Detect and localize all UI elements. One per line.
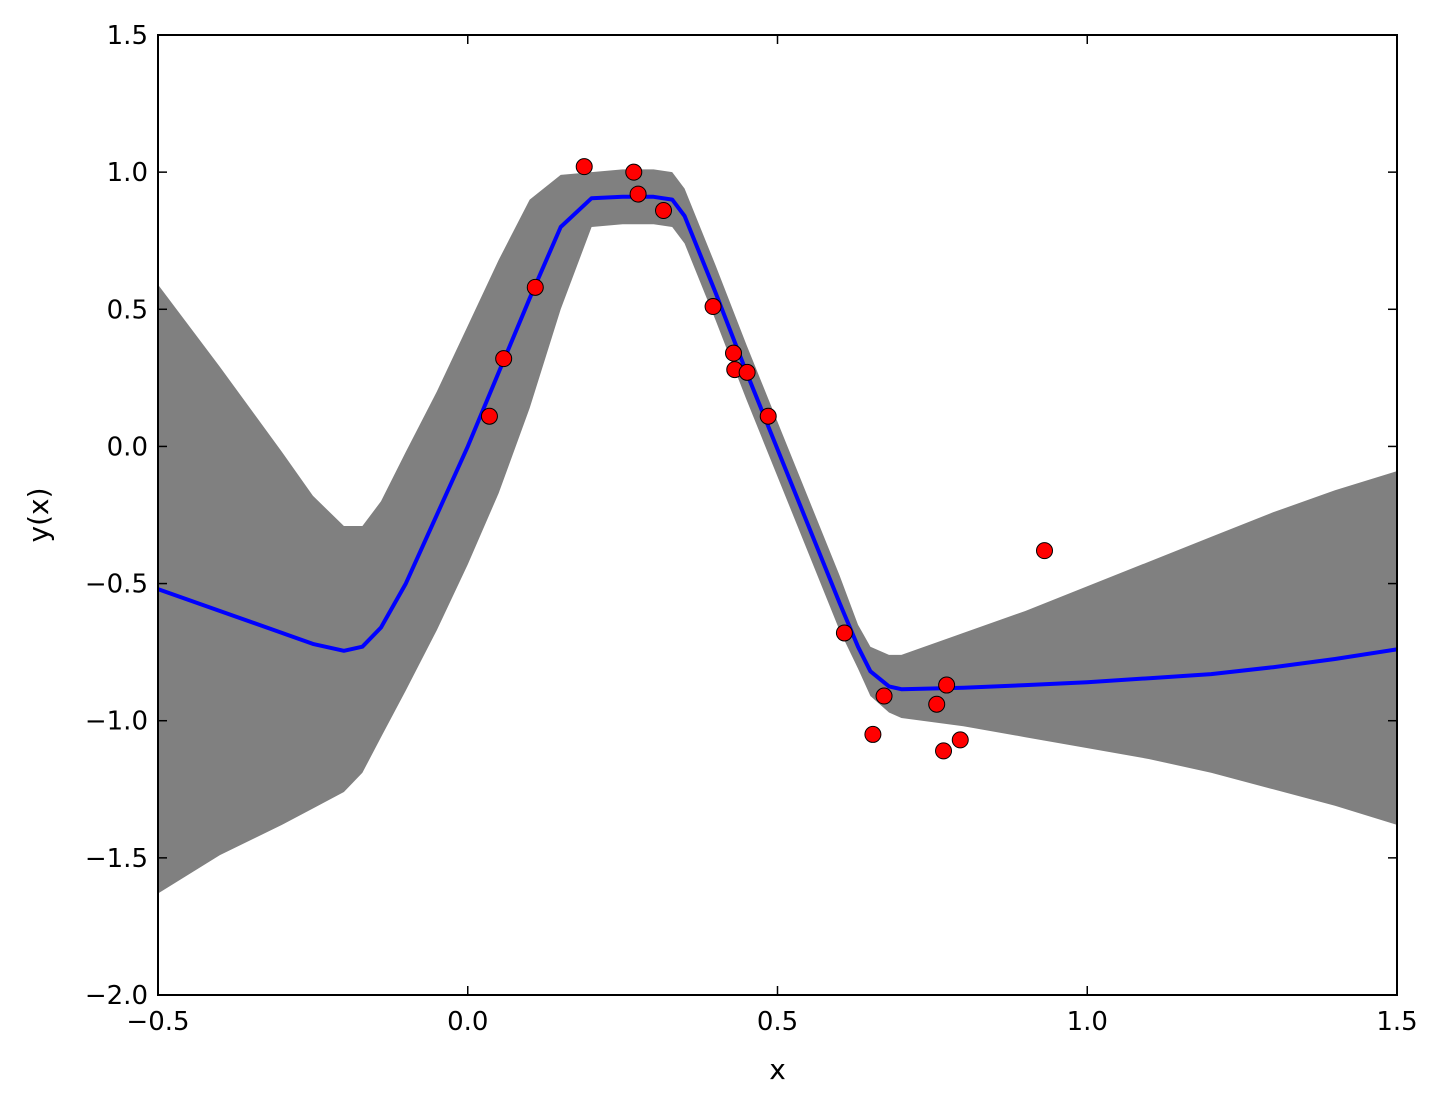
x-tick-label: −0.5: [126, 1007, 189, 1037]
x-tick-label: 0.5: [757, 1007, 798, 1037]
data-point: [629, 185, 647, 203]
data-point: [1036, 542, 1054, 560]
data-point: [575, 158, 593, 176]
ticks-layer: −0.5 0.0 0.5 1.0 1.5 −2.0 −1.5 −1.0 −0.5 0.0 0.5 1.…: [85, 21, 1418, 1037]
data-point: [928, 695, 946, 713]
x-tick-label: 1.0: [1067, 1007, 1108, 1037]
y-tick-label: 0.0: [107, 432, 148, 462]
data-point: [704, 298, 722, 316]
data-point: [480, 407, 498, 425]
data-point: [759, 407, 777, 425]
data-point: [495, 350, 513, 368]
data-point: [935, 742, 953, 760]
mean-line-layer: [158, 194, 1397, 692]
data-point: [738, 363, 756, 381]
x-tick-label: 1.5: [1376, 1007, 1417, 1037]
mean-line: [158, 194, 1397, 692]
data-point: [725, 344, 743, 362]
y-tick-label: 1.5: [107, 21, 148, 51]
y-tick-label: 1.0: [107, 158, 148, 188]
y-tick-label: −1.0: [85, 707, 148, 737]
data-point: [875, 687, 893, 705]
confidence-band-layer: [158, 169, 1397, 894]
y-axis-label: y(x): [22, 488, 55, 543]
data-point: [835, 624, 853, 642]
y-tick-label: 0.5: [107, 295, 148, 325]
data-point: [655, 202, 673, 220]
confidence-band: [158, 169, 1397, 894]
data-point: [864, 725, 882, 743]
data-points-layer: [480, 158, 1054, 760]
data-point: [625, 163, 643, 181]
y-tick-label: −1.5: [85, 844, 148, 874]
x-axis-label: x: [769, 1053, 786, 1086]
data-point: [951, 731, 969, 749]
x-tick-label: 0.0: [447, 1007, 488, 1037]
y-tick-label: −0.5: [85, 570, 148, 600]
data-point: [526, 278, 544, 296]
data-point: [938, 676, 956, 694]
y-tick-label: −2.0: [85, 981, 148, 1011]
